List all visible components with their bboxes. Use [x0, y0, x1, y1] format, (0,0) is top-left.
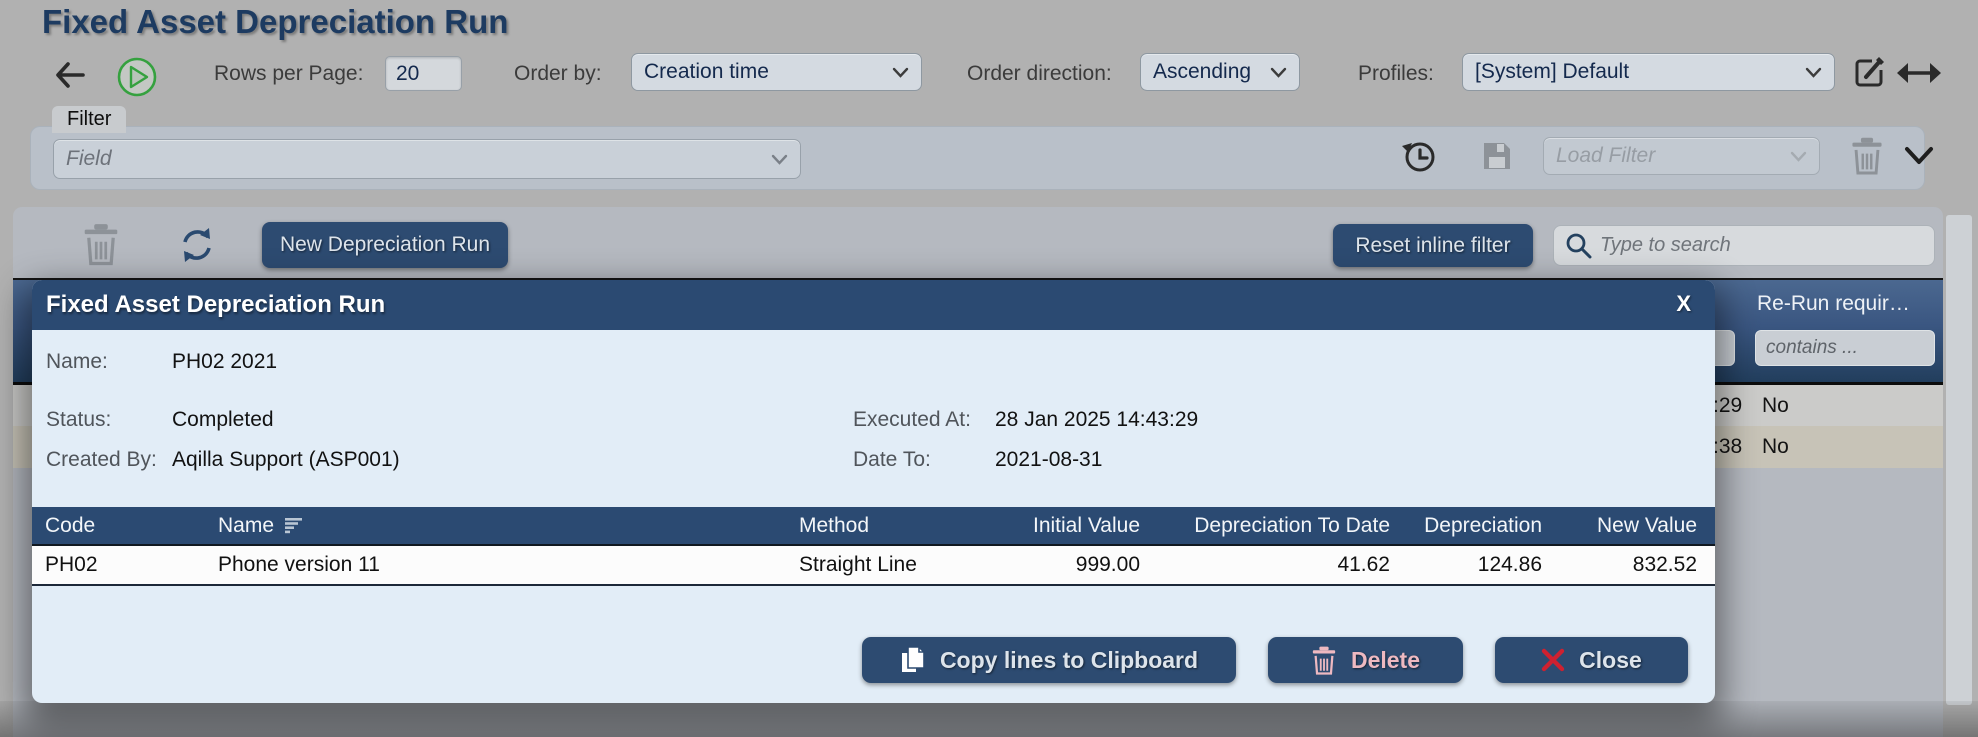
col-name[interactable]: Name [218, 514, 799, 538]
run-play-icon[interactable] [116, 56, 158, 98]
col-depreciation[interactable]: Depreciation [1424, 513, 1542, 537]
col-depreciation-to-date[interactable]: Depreciation To Date [1194, 513, 1390, 537]
row-time-fragment: :38 [1713, 435, 1743, 458]
close-x-icon [1541, 648, 1565, 672]
order-direction-label: Order direction: [967, 62, 1112, 85]
load-filter-placeholder: Load Filter [1556, 144, 1656, 167]
delete-filter-icon[interactable] [1850, 136, 1884, 176]
status-value: Completed [172, 408, 274, 431]
reset-inline-filter-button[interactable]: Reset inline filter [1333, 224, 1533, 267]
filter-field-placeholder: Field [66, 147, 112, 170]
order-by-value: Creation time [644, 60, 769, 83]
rows-per-page-input[interactable] [385, 56, 462, 91]
profiles-value: [System] Default [1475, 60, 1630, 83]
chevron-down-icon [1805, 67, 1822, 78]
status-label: Status: [46, 408, 112, 431]
col-initial-value[interactable]: Initial Value [1032, 513, 1140, 537]
cell-method: Straight Line [799, 553, 917, 576]
created-by-label: Created By: [46, 448, 157, 471]
copy-icon [900, 645, 926, 675]
grid-search-input[interactable] [1553, 225, 1935, 266]
new-depreciation-run-button[interactable]: New Depreciation Run [262, 222, 508, 268]
grid-delete-icon[interactable] [82, 222, 120, 267]
depreciation-lines-table: Code Name Method Initial Value Depreciat [32, 507, 1715, 586]
page-title: Fixed Asset Depreciation Run [42, 3, 509, 40]
back-arrow-icon[interactable] [54, 61, 86, 89]
lines-table-row[interactable]: PH02 Phone version 11 Straight Line 999.… [32, 546, 1715, 586]
edit-profile-icon[interactable] [1852, 53, 1888, 89]
cell-code: PH02 [45, 553, 98, 576]
order-direction-value: Ascending [1153, 60, 1252, 83]
copy-lines-button[interactable]: Copy lines to Clipboard [862, 637, 1236, 683]
row-rerun-value: No [1762, 394, 1789, 417]
cell-initial-value: 999.00 [1075, 553, 1140, 576]
expand-horizontal-icon[interactable] [1896, 60, 1942, 86]
search-icon [1565, 232, 1593, 260]
profiles-select[interactable]: [System] Default [1462, 53, 1835, 91]
load-filter-select[interactable]: Load Filter [1543, 137, 1820, 175]
filter-tab[interactable]: Filter [52, 106, 127, 133]
column-header-rerun[interactable]: Re-Run requir… [1757, 292, 1910, 315]
created-by-value: Aqilla Support (ASP001) [172, 448, 400, 471]
lines-table-header: Code Name Method Initial Value Depreciat [32, 507, 1715, 546]
order-direction-select[interactable]: Ascending [1140, 53, 1300, 91]
inline-filter-input-rerun[interactable] [1755, 330, 1935, 366]
date-to-label: Date To: [853, 448, 931, 471]
dialog-title: Fixed Asset Depreciation Run [46, 291, 386, 318]
delete-run-button[interactable]: Delete [1268, 637, 1463, 683]
bottom-shadow [0, 701, 1978, 737]
trash-icon [1311, 645, 1337, 676]
chevron-down-icon [892, 67, 909, 78]
cell-name: Phone version 11 [218, 553, 380, 576]
name-label: Name: [46, 350, 108, 373]
dialog-close-x[interactable]: X [1676, 291, 1691, 316]
grid-search [1553, 225, 1935, 266]
cell-depreciation-to-date: 41.62 [1337, 553, 1390, 576]
col-code[interactable]: Code [45, 513, 96, 537]
rows-per-page-label: Rows per Page: [214, 62, 364, 85]
order-by-label: Order by: [514, 62, 602, 85]
cell-depreciation: 124.86 [1477, 553, 1542, 576]
cell-new-value: 832.52 [1632, 553, 1697, 576]
vertical-scrollbar[interactable] [1946, 215, 1972, 705]
executed-at-value: 28 Jan 2025 14:43:29 [995, 408, 1199, 431]
col-method[interactable]: Method [799, 513, 870, 537]
grid-refresh-icon[interactable] [178, 226, 216, 264]
name-value: PH02 2021 [172, 350, 278, 373]
order-by-select[interactable]: Creation time [631, 53, 922, 91]
filter-field-select[interactable]: Field [53, 139, 801, 179]
chevron-down-icon [1270, 67, 1287, 78]
col-new-value[interactable]: New Value [1597, 513, 1697, 537]
executed-at-label: Executed At: [853, 408, 971, 431]
collapse-filter-chevron-icon[interactable] [1902, 145, 1936, 167]
close-dialog-button[interactable]: Close [1495, 637, 1688, 683]
dialog-header: Fixed Asset Depreciation Run X [32, 280, 1715, 330]
chevron-down-icon [1790, 151, 1807, 162]
save-filter-icon[interactable] [1480, 139, 1514, 173]
row-rerun-value: No [1762, 435, 1789, 458]
profiles-label: Profiles: [1358, 62, 1434, 85]
date-to-value: 2021-08-31 [995, 448, 1103, 471]
chevron-down-icon [771, 154, 788, 165]
row-time-fragment: :29 [1713, 394, 1743, 417]
sort-icon [284, 517, 304, 534]
filter-history-icon[interactable] [1400, 137, 1438, 175]
depreciation-run-dialog: Fixed Asset Depreciation Run X Name: PH0… [32, 280, 1715, 703]
